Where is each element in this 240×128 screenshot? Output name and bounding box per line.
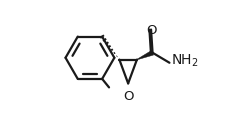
Text: O: O [123,90,133,103]
Text: NH$_2$: NH$_2$ [171,53,199,70]
Text: O: O [146,24,156,37]
Polygon shape [137,50,154,60]
